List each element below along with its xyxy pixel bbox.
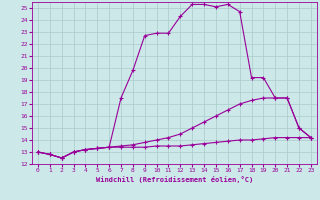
X-axis label: Windchill (Refroidissement éolien,°C): Windchill (Refroidissement éolien,°C) bbox=[96, 176, 253, 183]
